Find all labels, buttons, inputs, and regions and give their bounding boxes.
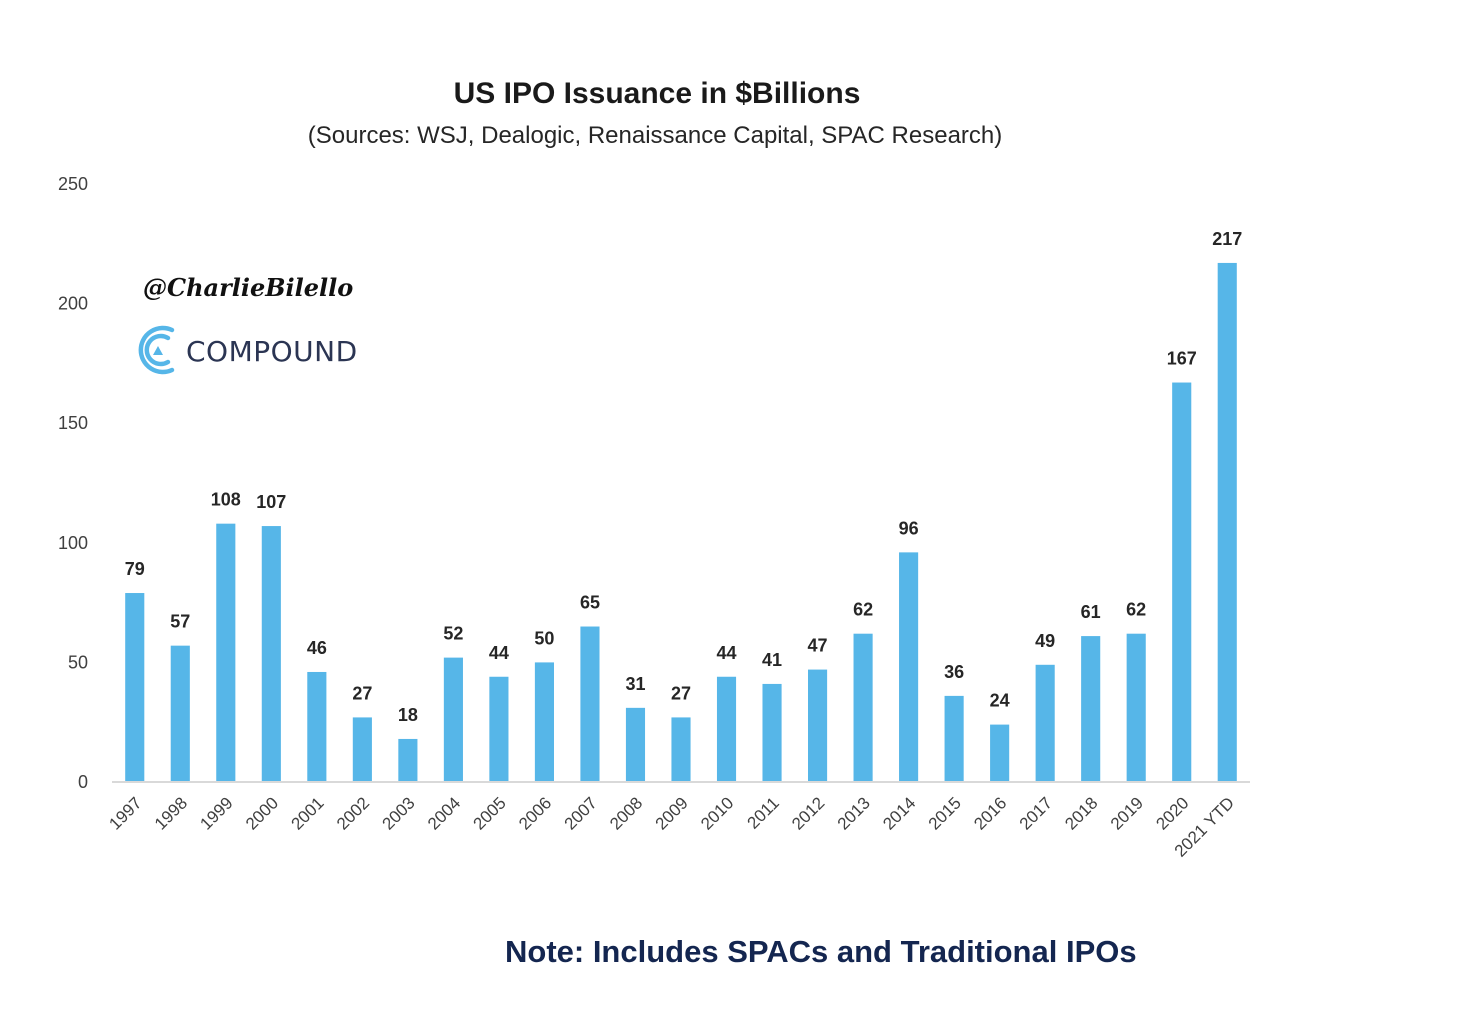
x-tick-label: 2017 — [1016, 793, 1056, 833]
bar — [307, 671, 327, 782]
x-tick-label: 2016 — [970, 793, 1010, 833]
data-label: 96 — [899, 518, 919, 538]
x-tick-label: 2014 — [879, 793, 919, 833]
author-handle: @CharlieBilello — [143, 273, 353, 302]
data-label: 18 — [398, 705, 418, 725]
data-label: 44 — [717, 643, 737, 663]
data-label: 107 — [256, 492, 286, 512]
bar — [398, 738, 418, 782]
data-label: 217 — [1212, 229, 1242, 249]
data-label: 31 — [625, 674, 645, 694]
x-tick-label: 2013 — [834, 793, 874, 833]
data-label: 167 — [1167, 349, 1197, 369]
data-label: 49 — [1035, 631, 1055, 651]
bar — [1217, 262, 1237, 782]
data-label: 46 — [307, 638, 327, 658]
brand-name: COMPOUND — [186, 335, 358, 368]
x-tick-label: 2018 — [1061, 793, 1101, 833]
bar — [671, 717, 691, 782]
chart-subtitle: (Sources: WSJ, Dealogic, Renaissance Cap… — [308, 122, 1003, 149]
y-axis: 0 50 100 150 200 250 — [58, 174, 88, 792]
data-label: 65 — [580, 593, 600, 613]
data-label: 24 — [990, 691, 1010, 711]
data-label: 27 — [352, 683, 372, 703]
bar — [443, 657, 463, 782]
x-tick-label: 2011 — [744, 793, 783, 832]
x-tick-label: 2003 — [379, 793, 419, 833]
x-tick-label: 2020 — [1152, 793, 1192, 833]
x-tick-label: 2000 — [242, 793, 282, 833]
y-tick-label: 0 — [78, 772, 88, 792]
bar — [625, 707, 646, 782]
x-tick-label: 2009 — [652, 793, 692, 833]
bar — [899, 552, 919, 782]
x-tick-label: 1998 — [151, 793, 191, 833]
x-tick-label: 1997 — [105, 793, 145, 833]
y-tick-label: 100 — [58, 533, 88, 553]
x-axis: 1997 1998 1999 2000 2001 2002 2003 2004 2005 2006… — [105, 793, 1238, 860]
bar — [716, 676, 737, 782]
data-label: 108 — [211, 490, 241, 510]
data-label: 36 — [944, 662, 964, 682]
footnote: Note: Includes SPACs and Traditional IPO… — [505, 934, 1137, 969]
bar — [489, 676, 509, 782]
x-tick-label: 2004 — [424, 793, 464, 833]
data-labels: 79 57 108 107 46 27 18 52 44 50 65 31 27 44 41 47 62 96 36… — [125, 229, 1243, 725]
data-label: 62 — [853, 600, 873, 620]
y-tick-label: 150 — [58, 413, 88, 433]
data-label: 62 — [1126, 600, 1146, 620]
x-tick-label: 2002 — [333, 793, 373, 833]
data-label: 57 — [170, 612, 190, 632]
x-tick-label: 2001 — [287, 793, 327, 833]
bar — [762, 683, 782, 782]
bar — [534, 662, 554, 782]
bar — [1035, 664, 1055, 782]
data-label: 79 — [125, 559, 145, 579]
data-label: 44 — [489, 643, 509, 663]
x-tick-label: 2012 — [788, 793, 828, 833]
compound-logo-icon — [138, 325, 175, 375]
bar — [990, 724, 1010, 782]
x-tick-label: 2015 — [925, 793, 965, 833]
data-label: 50 — [534, 628, 554, 648]
data-label: 47 — [808, 636, 828, 656]
x-tick-label: 2005 — [470, 793, 510, 833]
x-tick-label: 2006 — [515, 793, 555, 833]
bar — [1081, 636, 1101, 782]
bar — [216, 523, 236, 782]
bar — [853, 633, 873, 782]
bar — [944, 695, 964, 782]
data-label: 61 — [1081, 602, 1101, 622]
bar — [170, 645, 190, 782]
bar — [1126, 633, 1146, 782]
chart-title: US IPO Issuance in $Billions — [454, 77, 861, 110]
y-tick-label: 200 — [58, 294, 88, 314]
x-tick-label: 2019 — [1107, 793, 1147, 833]
y-tick-label: 50 — [68, 652, 88, 672]
bar — [125, 593, 145, 782]
x-tick-label: 2007 — [561, 793, 601, 833]
y-tick-label: 250 — [58, 174, 88, 194]
data-label: 52 — [443, 624, 463, 644]
bar — [352, 717, 372, 782]
x-tick-label: 2010 — [697, 793, 737, 833]
x-tick-label: 1999 — [196, 793, 236, 833]
data-label: 27 — [671, 683, 691, 703]
bar — [1172, 382, 1192, 782]
bar — [580, 626, 600, 782]
watermark: @CharlieBilello COMPOUND — [138, 273, 358, 375]
bar — [261, 526, 281, 782]
data-label: 41 — [762, 650, 782, 670]
bars — [125, 262, 1237, 782]
x-tick-label: 2008 — [606, 793, 646, 833]
bar — [808, 669, 828, 782]
